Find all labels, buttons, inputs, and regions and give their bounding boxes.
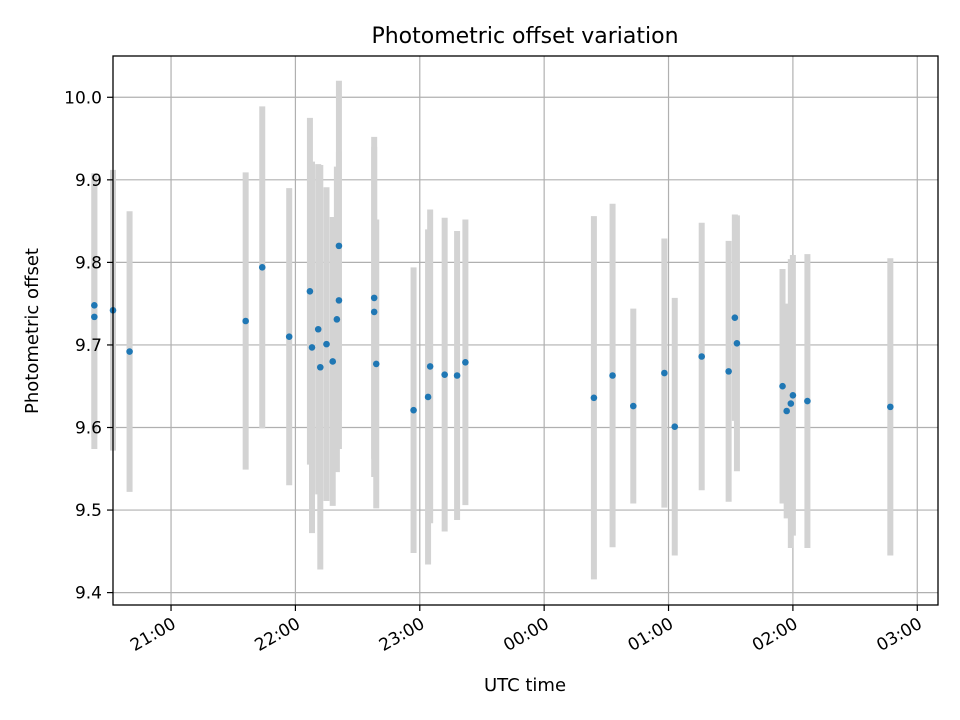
data-point: [308, 344, 316, 351]
data-point: [372, 360, 380, 368]
data-point: [306, 287, 314, 295]
data-point: [426, 363, 434, 370]
data-point: [314, 325, 322, 333]
y-tick-label: 9.6: [75, 419, 102, 439]
data-point: [787, 400, 795, 407]
y-tick-label: 9.9: [75, 171, 102, 191]
plot-frame: [112, 55, 939, 606]
y-tick-label: 9.7: [75, 336, 102, 356]
data-point: [887, 403, 894, 411]
y-tick-label: 9.8: [75, 253, 102, 273]
data-point: [258, 264, 266, 271]
y-axis: 9.4 9.5 9.6 9.7 9.8 9.9 10.0: [64, 88, 113, 604]
data-point: [789, 392, 797, 399]
data-point: [733, 339, 741, 347]
data-point: [126, 348, 133, 355]
data-point: [410, 406, 417, 414]
data-point: [779, 382, 786, 390]
data-point: [725, 368, 732, 375]
data-point: [453, 372, 461, 379]
point-layer: [91, 242, 894, 430]
data-point: [609, 372, 616, 379]
data-point: [441, 371, 448, 378]
data-point: [783, 407, 790, 415]
x-axis-label: UTC time: [484, 675, 566, 696]
y-tick-label: 10.0: [64, 88, 102, 108]
data-point: [370, 294, 378, 302]
data-point: [323, 340, 330, 348]
data-point: [462, 358, 469, 366]
data-point: [671, 423, 679, 430]
data-point: [242, 317, 249, 325]
data-point: [91, 302, 98, 309]
y-axis-label: Photometric offset: [22, 248, 43, 414]
data-point: [629, 402, 637, 410]
data-point: [804, 397, 811, 405]
y-tick-label: 9.5: [75, 501, 102, 521]
data-point: [698, 353, 705, 360]
data-point: [91, 313, 98, 321]
data-point: [370, 308, 378, 316]
data-point: [590, 394, 598, 402]
data-point: [333, 316, 341, 323]
data-point: [329, 358, 337, 365]
data-point: [731, 314, 739, 322]
data-point: [335, 242, 343, 250]
chart-title: Photometric offset variation: [371, 24, 678, 49]
y-tick-label: 9.4: [75, 584, 102, 604]
data-point: [424, 393, 432, 401]
data-point: [661, 369, 668, 377]
data-point: [316, 363, 324, 371]
data-point: [285, 333, 293, 340]
data-point: [335, 297, 343, 304]
